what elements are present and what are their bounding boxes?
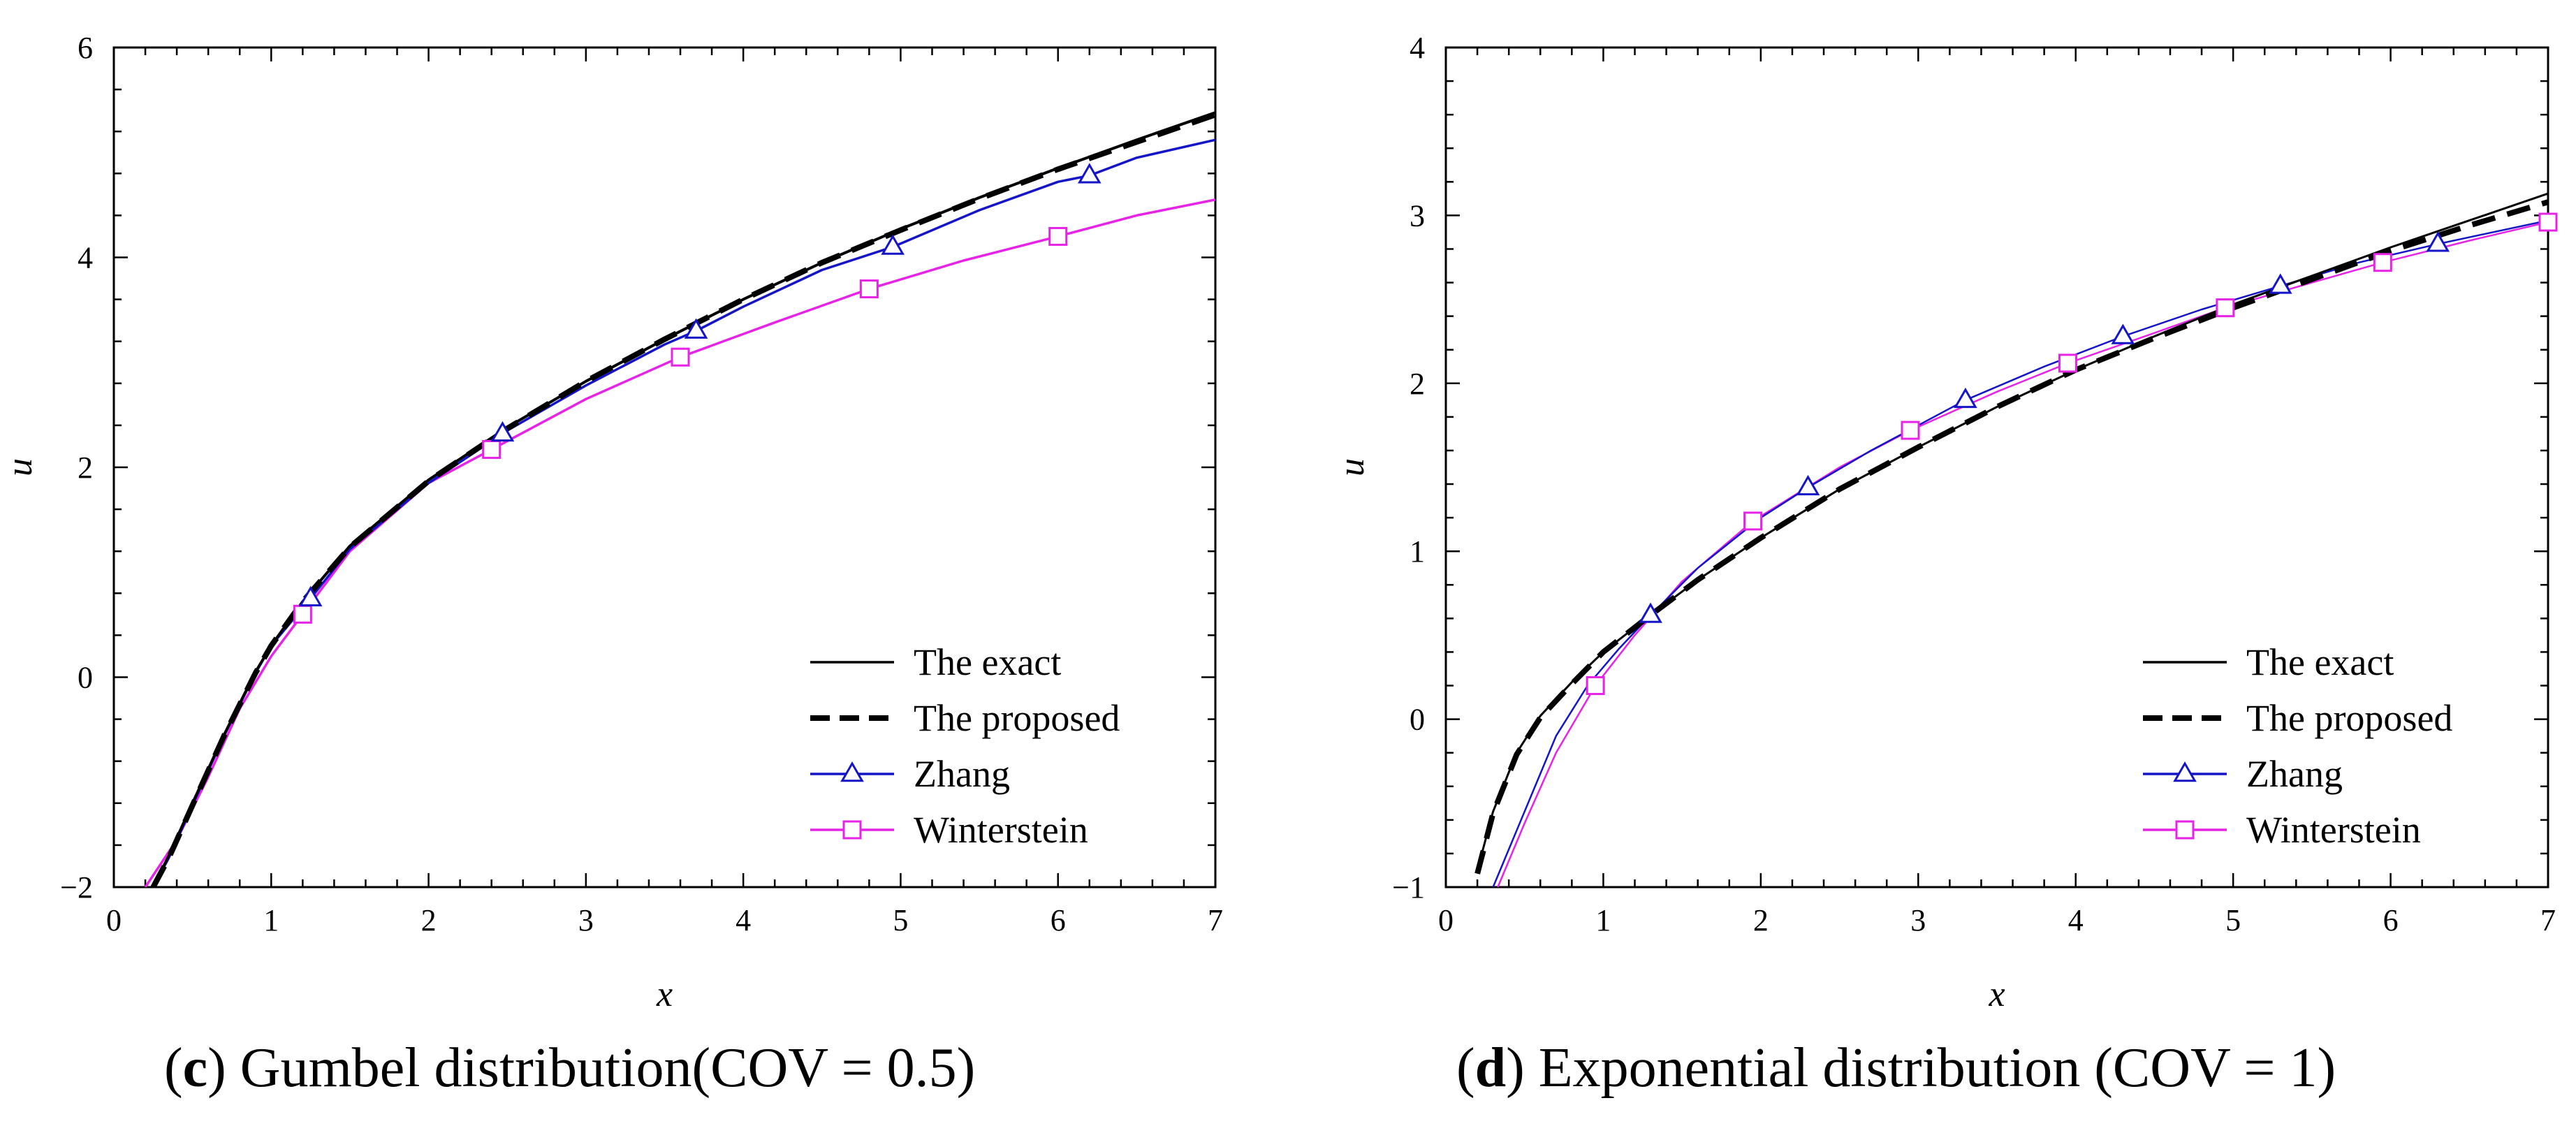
marker-winterstein-square — [2216, 298, 2235, 318]
series-line-winterstein — [144, 198, 1215, 887]
series-line-zhang — [1492, 219, 2548, 887]
marker-zhang-triangle — [298, 585, 323, 607]
x-tick-label: 1 — [263, 903, 279, 937]
legend-label: The proposed — [2246, 697, 2452, 739]
marker-winterstein-square — [1586, 676, 1605, 696]
marker-winterstein-square — [2058, 353, 2077, 373]
marker-winterstein-square — [1048, 226, 1068, 246]
series-line-winterstein — [1497, 221, 2548, 887]
y-tick-label: 6 — [78, 31, 93, 65]
panel-c-gumbel-chart: 0 1 2 3 4 5 6 7 −2 0 2 4 6 x u The exact The proposed Zha… — [0, 31, 1223, 1014]
y-axis-label: u — [0, 458, 40, 476]
legend-marker-square — [2175, 820, 2195, 840]
marker-winterstein-square — [2373, 253, 2392, 272]
panel-d-exponential-chart: 0 1 2 3 4 5 6 7 −1 0 1 2 3 4 x u The exact The proposed Zh… — [1332, 31, 2558, 1014]
caption-c: (c) Gumbel distribution(COV = 0.5) — [164, 1037, 975, 1099]
plot-frame-d — [1444, 46, 2549, 889]
x-tick-label: 2 — [421, 903, 437, 937]
y-tick-label: 1 — [1410, 534, 1425, 569]
series-line-the-proposed — [150, 112, 1215, 887]
x-tick-label: 5 — [2225, 903, 2241, 937]
marker-zhang-triangle — [2426, 231, 2450, 252]
legend-label: Winterstein — [2246, 809, 2421, 851]
x-axis-label: x — [1988, 974, 2005, 1014]
x-tick-label: 3 — [1910, 903, 1926, 937]
y-tick-label: 3 — [1410, 198, 1425, 233]
series-line-the-exact — [1476, 192, 2548, 871]
marker-zhang-triangle — [2268, 273, 2292, 294]
y-tick-label: 4 — [78, 241, 93, 275]
caption-d-letter: d — [1475, 1037, 1507, 1099]
x-tick-label: 2 — [1753, 903, 1769, 937]
y-tick-label: 2 — [78, 451, 93, 485]
legend-label: The exact — [2246, 641, 2394, 683]
x-tick-label: 7 — [2540, 903, 2556, 937]
y-tick-label: 0 — [1410, 703, 1425, 737]
marker-winterstein-square — [482, 439, 502, 459]
y-tick-label: −1 — [1392, 870, 1425, 905]
plot-area-d — [1474, 192, 2548, 887]
x-tick-label: 1 — [1595, 903, 1611, 937]
legend-label: Winterstein — [914, 809, 1088, 851]
marker-winterstein-square — [293, 604, 312, 624]
marker-winterstein-square — [671, 347, 690, 367]
marker-winterstein-square — [2538, 212, 2558, 232]
marker-winterstein-square — [1901, 421, 1920, 440]
x-axis-label: x — [656, 974, 673, 1014]
marker-zhang-triangle — [881, 234, 905, 255]
plot-frame-c — [112, 46, 1217, 889]
legend-marker-square — [842, 820, 862, 840]
marker-zhang-triangle — [1796, 474, 1820, 496]
x-tick-label: 4 — [736, 903, 751, 937]
caption-d-text: Exponential distribution (COV = 1) — [1525, 1037, 2336, 1099]
legend-marker-triangle — [2173, 761, 2197, 782]
x-tick-label: 7 — [1208, 903, 1223, 937]
legend-marker-triangle — [840, 761, 864, 782]
y-tick-label: 4 — [1410, 31, 1425, 65]
series-line-zhang — [152, 138, 1215, 887]
marker-zhang-triangle — [1077, 163, 1102, 184]
y-tick-label: 2 — [1410, 367, 1425, 401]
x-tick-label: 3 — [578, 903, 594, 937]
x-tick-label: 0 — [1438, 903, 1454, 937]
legend-label: The exact — [914, 641, 1061, 683]
marker-zhang-triangle — [490, 421, 515, 442]
legend-label: The proposed — [914, 697, 1120, 739]
series-line-the-proposed — [1474, 199, 2548, 875]
x-tick-label: 5 — [893, 903, 908, 937]
x-tick-label: 0 — [106, 903, 122, 937]
x-tick-label: 6 — [1051, 903, 1066, 937]
caption-c-letter: c — [183, 1037, 208, 1099]
marker-zhang-triangle — [1639, 602, 1662, 623]
marker-zhang-triangle — [2111, 323, 2135, 344]
marker-zhang-triangle — [684, 318, 708, 339]
marker-winterstein-square — [859, 279, 879, 299]
x-tick-label: 4 — [2068, 903, 2084, 937]
legend-label: Zhang — [2246, 753, 2343, 795]
y-tick-label: 0 — [78, 661, 93, 695]
caption-c-text: Gumbel distribution(COV = 0.5) — [226, 1037, 976, 1099]
y-tick-label: −2 — [60, 870, 93, 905]
legend-label: Zhang — [914, 753, 1010, 795]
marker-winterstein-square — [1743, 511, 1763, 531]
x-tick-label: 6 — [2383, 903, 2399, 937]
marker-zhang-triangle — [1954, 387, 1977, 409]
y-axis-label: u — [1332, 458, 1372, 476]
caption-d: (d) Exponential distribution (COV = 1) — [1456, 1037, 2336, 1099]
